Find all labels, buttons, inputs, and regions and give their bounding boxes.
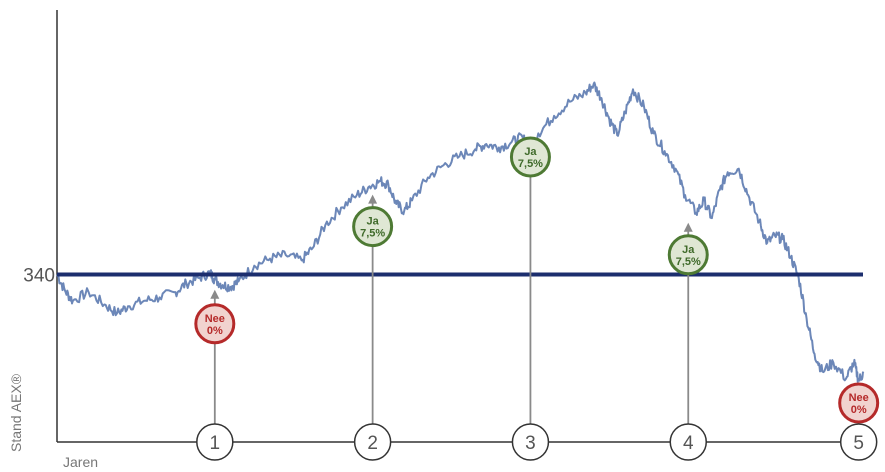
arrow-head (210, 289, 220, 299)
result-badge (194, 303, 236, 345)
arrow-head (683, 222, 693, 232)
result-label: Ja (524, 146, 537, 158)
observation-number: 3 (525, 433, 536, 454)
series-layer (56, 81, 865, 383)
result-badge (352, 206, 394, 248)
coupon-label: 7,5% (518, 158, 543, 170)
result-label: Ja (682, 244, 695, 256)
result-label: Nee (205, 313, 225, 325)
observation-number-circle (353, 423, 392, 461)
observation-2: Ja7,5% 2 (352, 194, 394, 461)
arrow-head (368, 194, 378, 204)
result-label: Ja (367, 216, 380, 228)
observation-number: 2 (367, 433, 378, 454)
observation-number: 5 (853, 433, 864, 454)
coupon-label: 7,5% (360, 228, 385, 240)
observation-number-circle (511, 423, 550, 461)
observation-number-circle (196, 423, 234, 461)
result-badge (667, 234, 709, 276)
coupon-label: 0% (207, 325, 223, 337)
observation-3: Ja7,5% 3 (509, 136, 551, 461)
threshold-tick-label: 340 (23, 265, 55, 286)
result-badge (509, 136, 551, 178)
chart-axes (56, 10, 865, 443)
result-label: Nee (849, 392, 869, 404)
observation-number-circle (669, 423, 707, 461)
y-axis-title: Stand AEX® (8, 373, 24, 452)
result-badge (838, 382, 880, 424)
series-line (56, 81, 865, 383)
observation-number-circle (839, 423, 878, 461)
coupon-label: 0% (851, 404, 867, 416)
observation-4: Ja7,5% 4 (667, 222, 709, 461)
observation-number: 1 (210, 433, 221, 454)
threshold-layer: 340 (23, 265, 863, 286)
coupon-label: 7,5% (676, 256, 701, 268)
observation-number: 4 (683, 433, 694, 454)
x-axis-title: Jaren (63, 454, 98, 470)
